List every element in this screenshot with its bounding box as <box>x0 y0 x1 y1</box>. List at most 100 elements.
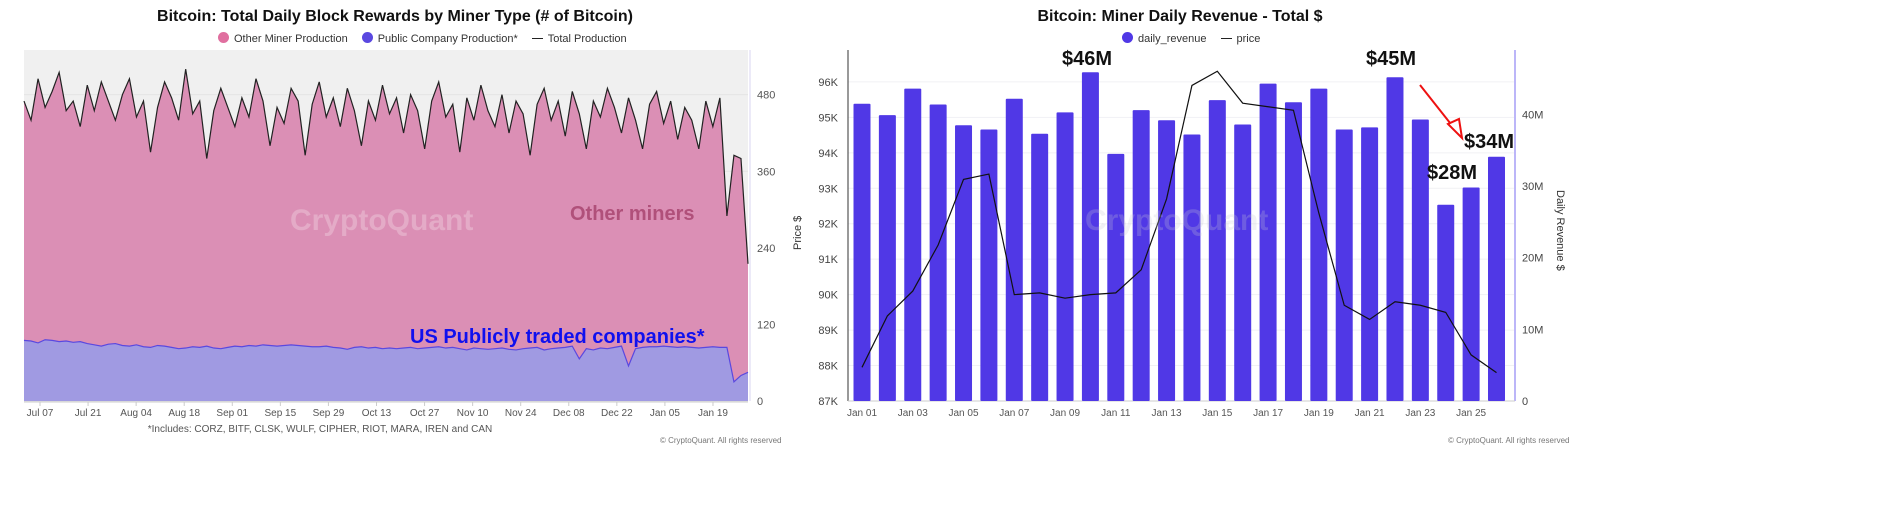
annotation-46m: $46M <box>1062 48 1113 70</box>
right-legend: daily_revenue price <box>1122 32 1260 45</box>
ylabel-price: Price $ <box>792 215 804 250</box>
left-chart-title: Bitcoin: Total Daily Block Rewards by Mi… <box>157 8 633 25</box>
revenue-bar <box>1031 133 1049 401</box>
x-tick-label: Jan 15 <box>1202 408 1232 419</box>
x-tick-label: Dec 22 <box>601 408 633 419</box>
left-legend: Other Miner Production Public Company Pr… <box>218 32 627 45</box>
y-left-tick-label: 89K <box>818 325 838 337</box>
annotation-28m: $28M <box>1427 162 1478 184</box>
x-tick-label: Aug 18 <box>168 408 200 419</box>
other-miner-area <box>24 69 748 402</box>
x-tick-label: Jan 19 <box>698 408 728 419</box>
x-tick-label: Sep 01 <box>216 408 248 419</box>
x-tick-label: Jan 07 <box>999 408 1029 419</box>
revenue-bar <box>1259 83 1277 401</box>
revenue-bar <box>1081 72 1099 402</box>
revenue-bar <box>1234 124 1252 401</box>
revenue-bar <box>1056 112 1074 402</box>
right-copyright: © CryptoQuant. All rights reserved <box>1448 436 1570 445</box>
public-company-line <box>23 339 749 384</box>
x-tick-label: Jan 19 <box>1304 408 1334 419</box>
annotation-other-miners: Other miners <box>570 203 695 225</box>
revenue-bar <box>1335 129 1353 401</box>
y-left-tick-label: 91K <box>818 254 838 266</box>
x-tick-label: Oct 13 <box>362 408 392 419</box>
legend-public-company[interactable]: Public Company Production* <box>361 32 518 45</box>
pink-dot-icon <box>218 32 229 43</box>
y-right-tick-label: 40M <box>1522 109 1543 121</box>
x-tick-label: Jan 05 <box>650 408 680 419</box>
revenue-bar <box>904 88 922 401</box>
x-tick-label: Jan 03 <box>898 408 928 419</box>
revenue-bar <box>1386 77 1404 402</box>
revenue-bar <box>1132 110 1150 402</box>
x-tick-label: Jan 01 <box>847 408 877 419</box>
y-left-tick-label: 90K <box>818 290 838 302</box>
revenue-bar <box>1183 134 1201 401</box>
purple-dot-icon <box>1122 32 1133 43</box>
purple-dot-icon <box>361 32 373 43</box>
y-left-tick-label: 87K <box>818 396 838 408</box>
right-chart: 87K 88K 89K 90K 91K 92K 93K 94K 95K 96K 0 10M 20M 30M… <box>818 50 1543 419</box>
x-tick-label: Jan 13 <box>1152 408 1182 419</box>
x-tick-label: Nov 24 <box>505 408 537 419</box>
x-tick-label: Sep 29 <box>313 408 345 419</box>
revenue-bar <box>1208 100 1226 402</box>
annotation-34m: $34M <box>1464 131 1515 153</box>
y-right-tick-label: 10M <box>1522 324 1543 336</box>
revenue-bar <box>1107 153 1125 401</box>
x-tick-label: Aug 04 <box>120 408 152 419</box>
total-production-line <box>23 69 749 264</box>
x-tick-label: Jan 21 <box>1355 408 1385 419</box>
y-tick-label: 480 <box>757 90 775 102</box>
legend-other-miner[interactable]: Other Miner Production <box>218 32 348 45</box>
revenue-bar <box>1488 156 1505 401</box>
left-chart: 0 120 240 360 480 Jul 07 Jul 21 Aug 04 Aug 18 Sep… <box>23 50 775 419</box>
legend-price[interactable]: price <box>1220 33 1260 45</box>
legend-daily-revenue[interactable]: daily_revenue <box>1122 32 1207 45</box>
revenue-bar <box>1310 88 1328 401</box>
revenue-bar <box>853 103 871 401</box>
y-left-tick-label: 88K <box>818 361 838 373</box>
left-footnote: *Includes: CORZ, BITF, CLSK, WULF, CIPHE… <box>147 424 493 435</box>
y-tick-label: 360 <box>757 166 775 178</box>
x-tick-label: Jan 23 <box>1405 408 1435 419</box>
y-right-tick-label: 20M <box>1522 253 1543 265</box>
ylabel-revenue: Daily Revenue $ <box>1554 190 1566 271</box>
left-watermark: CryptoQuant <box>290 204 474 237</box>
revenue-bar <box>1361 127 1379 401</box>
x-tick-label: Oct 27 <box>410 408 440 419</box>
y-tick-label: 0 <box>757 396 763 408</box>
y-right-tick-label: 30M <box>1522 181 1543 193</box>
revenue-bar <box>955 125 973 401</box>
y-right-tick-label: 0 <box>1522 396 1528 408</box>
right-chart-title: Bitcoin: Miner Daily Revenue - Total $ <box>1037 8 1323 25</box>
x-tick-label: Jul 07 <box>27 408 54 419</box>
y-left-tick-label: 95K <box>818 112 838 124</box>
x-tick-label: Jul 21 <box>75 408 102 419</box>
annotation-45m: $45M <box>1366 48 1417 70</box>
y-left-tick-label: 92K <box>818 219 838 231</box>
y-tick-label: 240 <box>757 243 775 255</box>
revenue-bar <box>878 115 896 401</box>
y-left-tick-label: 96K <box>818 77 838 89</box>
revenue-bar <box>929 104 947 401</box>
x-tick-label: Jan 11 <box>1101 408 1131 419</box>
x-tick-label: Jan 09 <box>1050 408 1080 419</box>
revenue-bar <box>1411 119 1429 401</box>
revenue-bar <box>980 129 998 401</box>
revenue-bar <box>1462 187 1480 401</box>
annotation-us-public: US Publicly traded companies* <box>410 326 705 348</box>
line-icon <box>531 37 543 39</box>
revenue-bar <box>1284 102 1302 401</box>
line-icon <box>1220 37 1232 39</box>
y-tick-label: 120 <box>757 319 775 331</box>
x-tick-label: Jan 05 <box>949 408 979 419</box>
revenue-bar <box>1158 120 1176 401</box>
right-watermark: CryptoQuant <box>1085 204 1269 237</box>
legend-total[interactable]: Total Production <box>531 33 627 45</box>
revenue-bar <box>1005 98 1023 401</box>
x-tick-label: Jan 25 <box>1456 408 1486 419</box>
x-tick-label: Dec 08 <box>553 408 585 419</box>
price-line <box>861 70 1497 374</box>
